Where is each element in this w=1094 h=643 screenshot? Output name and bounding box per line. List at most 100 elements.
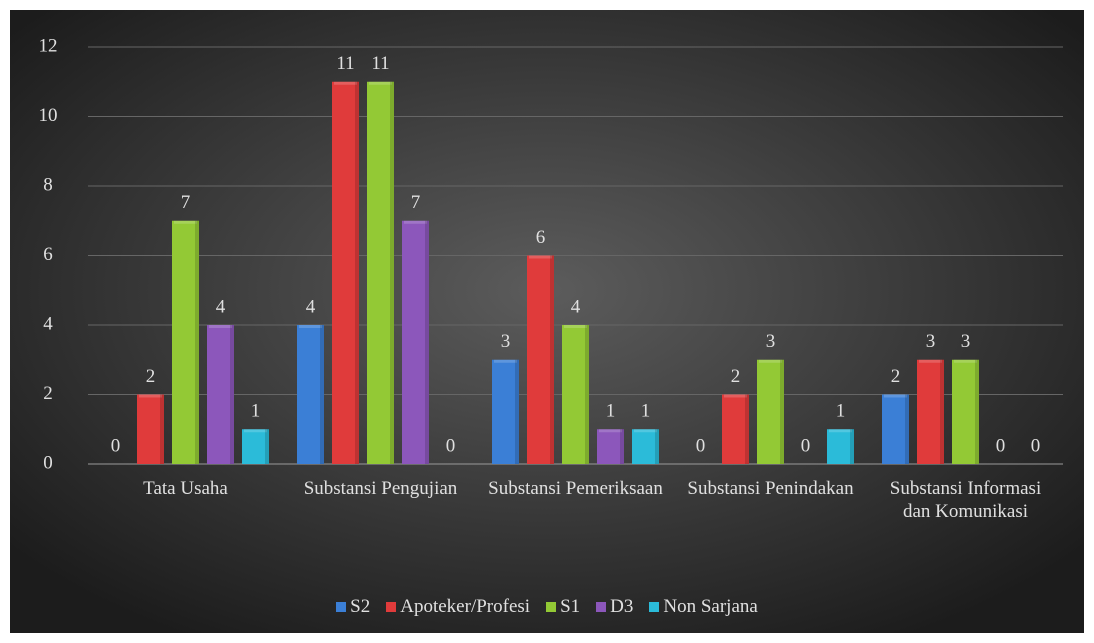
data-label: 7 xyxy=(181,192,191,213)
bar-shade xyxy=(320,325,324,464)
y-tick-label: 10 xyxy=(39,105,58,126)
bar xyxy=(527,255,554,464)
data-label: 1 xyxy=(251,401,261,422)
legend: S2 Apoteker/Profesi S1 D3 Non Sarjana xyxy=(10,596,1084,618)
bar-shade xyxy=(355,81,359,464)
bar xyxy=(207,325,234,464)
bar-highlight xyxy=(919,359,942,363)
legend-item: S2 xyxy=(336,596,370,618)
legend-item: S1 xyxy=(546,596,580,618)
bar xyxy=(952,359,979,464)
data-label: 1 xyxy=(836,401,846,422)
data-label: 3 xyxy=(926,331,936,352)
legend-item: D3 xyxy=(596,596,633,618)
bar xyxy=(402,220,429,464)
legend-swatch xyxy=(386,602,397,612)
data-label: 3 xyxy=(501,331,511,352)
bar xyxy=(332,81,359,464)
bar-shade xyxy=(975,359,979,464)
bar-highlight xyxy=(244,429,267,433)
data-label: 2 xyxy=(731,366,741,387)
bar-highlight xyxy=(759,359,782,363)
y-tick-label: 4 xyxy=(43,313,53,334)
data-label: 4 xyxy=(306,296,316,317)
data-label: 0 xyxy=(111,435,121,456)
legend-item: Apoteker/Profesi xyxy=(386,596,530,618)
bar xyxy=(242,429,269,464)
x-tick-label: Substansi Pemeriksaan xyxy=(488,478,663,499)
bar xyxy=(917,359,944,464)
bar-highlight xyxy=(829,429,852,433)
legend-swatch xyxy=(336,602,347,612)
data-label: 11 xyxy=(371,53,389,74)
bar-highlight xyxy=(954,359,977,363)
bar-highlight xyxy=(334,81,357,85)
bar xyxy=(882,394,909,464)
x-tick-label: Substansi Penindakan xyxy=(687,478,854,499)
data-label: 1 xyxy=(641,401,651,422)
bar-shade xyxy=(780,359,784,464)
legend-label: D3 xyxy=(610,596,634,617)
bar-shade xyxy=(745,394,749,464)
bar-highlight xyxy=(369,81,392,85)
y-tick-label: 6 xyxy=(43,244,53,265)
data-label: 11 xyxy=(336,53,354,74)
bar-highlight xyxy=(299,325,322,328)
bar xyxy=(172,220,199,464)
bar-highlight xyxy=(884,394,907,398)
bar xyxy=(562,325,589,464)
bar xyxy=(367,81,394,464)
bar-shade xyxy=(620,429,624,464)
data-label: 4 xyxy=(216,296,226,317)
bar xyxy=(297,325,324,464)
bar xyxy=(632,429,659,464)
bar-shade xyxy=(390,81,394,464)
data-label: 3 xyxy=(961,331,971,352)
legend-label: Apoteker/Profesi xyxy=(400,596,531,617)
data-label: 0 xyxy=(801,435,811,456)
bar-shade xyxy=(655,429,659,464)
data-label: 0 xyxy=(1031,435,1041,456)
x-tick-label: Substansi Informasi dan Komunikasi xyxy=(889,478,1042,522)
bar xyxy=(597,429,624,464)
legend-label: S1 xyxy=(560,596,581,617)
bar xyxy=(137,394,164,464)
bar-shade xyxy=(195,220,199,464)
bar-highlight xyxy=(599,429,622,433)
bar-shade xyxy=(265,429,269,464)
y-tick-label: 12 xyxy=(39,35,58,56)
bar-highlight xyxy=(209,325,232,328)
bar-shade xyxy=(230,325,234,464)
y-tick-label: 0 xyxy=(43,452,53,473)
legend-label: Non Sarjana xyxy=(663,596,758,617)
bar-highlight xyxy=(404,220,427,224)
bar xyxy=(827,429,854,464)
bar-shade xyxy=(425,220,429,464)
bar-shade xyxy=(550,255,554,464)
data-label: 2 xyxy=(891,366,901,387)
data-label: 4 xyxy=(571,296,581,317)
bar xyxy=(722,394,749,464)
data-label: 0 xyxy=(446,435,456,456)
bar-highlight xyxy=(529,255,552,259)
bar xyxy=(757,359,784,464)
legend-item: Non Sarjana xyxy=(649,596,758,618)
bar-highlight xyxy=(634,429,657,433)
legend-swatch xyxy=(649,602,660,612)
bar-highlight xyxy=(139,394,162,398)
data-label: 0 xyxy=(996,435,1006,456)
legend-swatch xyxy=(546,602,557,612)
bar-shade xyxy=(160,394,164,464)
bar-highlight xyxy=(564,325,587,328)
data-label: 7 xyxy=(411,192,421,213)
data-label: 1 xyxy=(606,401,616,422)
y-tick-label: 8 xyxy=(43,174,53,195)
bar-shade xyxy=(585,325,589,464)
bar-highlight xyxy=(174,220,197,224)
data-label: 2 xyxy=(146,366,156,387)
bar-highlight xyxy=(494,359,517,363)
bar-shade xyxy=(850,429,854,464)
y-tick-label: 2 xyxy=(43,383,53,404)
